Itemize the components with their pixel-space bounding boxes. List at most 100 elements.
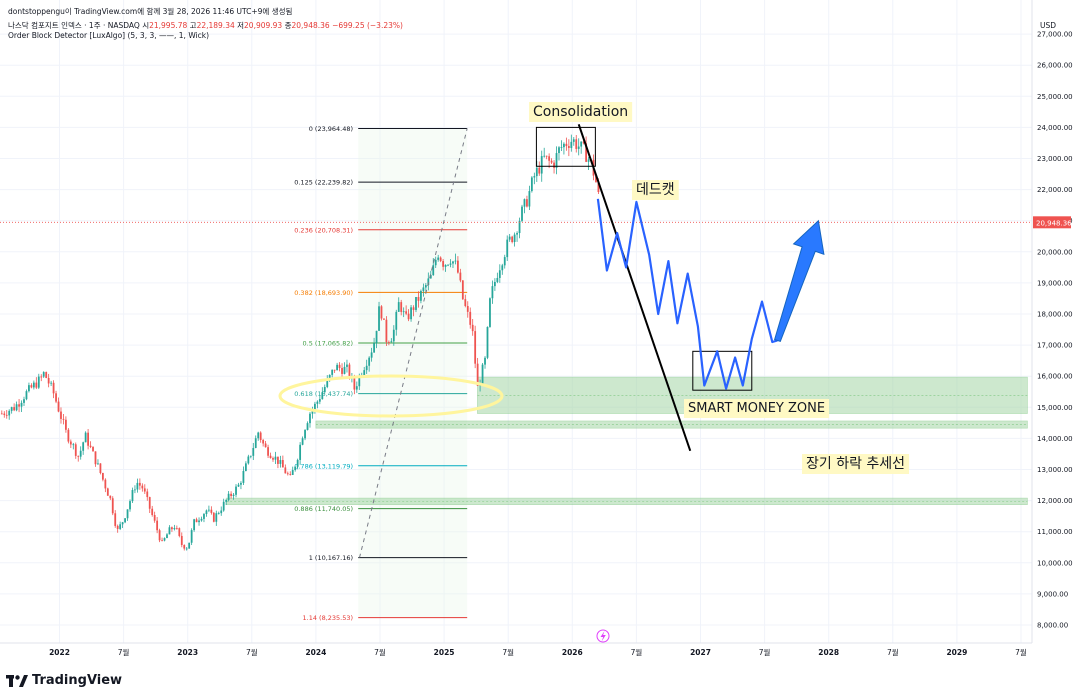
candle-body [222,501,225,511]
candle-body [577,146,580,149]
candle-body [200,518,203,521]
candle-body [141,485,144,489]
candle-body [74,444,77,456]
candle-body [101,473,104,480]
candle-body [94,451,97,465]
candle-body [104,479,107,489]
time-tick-label: 7월 [631,647,643,657]
time-tick-label: 2028 [818,648,839,657]
candle-body [469,311,472,325]
candle-body [410,307,412,320]
candle-body [97,463,99,465]
candle-body [230,493,232,496]
candle-body [124,518,126,523]
candle-body [264,443,267,448]
time-tick-label: 2024 [305,648,326,657]
price-tick-label: 25,000.00 [1037,93,1073,101]
candle-body [148,497,151,509]
candle-body [77,455,80,457]
candle-body [461,280,464,300]
candle-body [277,456,279,464]
candle-body [235,486,237,495]
candle-body [5,414,8,416]
price-tick-label: 10,000.00 [1037,559,1073,567]
candle-body [464,299,467,307]
close-label: 종 [284,21,292,30]
candle-body [395,311,398,330]
candle-body [15,404,18,411]
candle-body [323,387,326,393]
candle-body [111,498,114,514]
price-tick-label: 11,000.00 [1037,528,1073,536]
candle-body [32,382,35,388]
candle-body [185,548,188,550]
candle-body [309,413,311,424]
candle-body [30,385,33,388]
high-value: 22,189.34 [196,21,235,30]
candle-body [92,446,94,452]
candle-body [291,470,294,475]
candle-body [348,364,351,378]
candle-body [249,455,252,457]
candle-body [442,261,445,267]
fib-label: 0.786 (13,119.79) [294,462,353,470]
candle-body [99,463,102,474]
candle-body [375,330,378,344]
candle-body [365,365,368,371]
candle-body [208,509,210,511]
candle-body [42,372,45,377]
price-tick-label: 19,000.00 [1037,279,1073,287]
lightning-bolt [600,631,606,642]
candle-body [429,275,432,279]
candle-body [87,432,89,446]
candle-body [533,176,536,178]
candle-body [526,199,528,207]
candle-body [402,311,405,313]
candle-body [481,364,484,384]
candle-body [486,326,489,358]
candle-body [484,357,486,365]
candle-body [281,460,284,468]
candle-body [18,404,20,407]
candle-body [397,302,400,312]
candle-body [212,512,215,522]
candle-body [89,445,92,447]
dead-cat-label-group: 데드캣 [632,180,679,200]
candle-body [171,527,173,530]
candle-body [553,162,555,168]
candle-body [427,278,430,286]
candle-body [116,525,119,529]
candle-body [55,393,57,402]
projection-path [596,198,778,390]
candle-body [496,277,499,282]
tradingview-logo[interactable]: TradingView [6,673,122,688]
dead-cat-label: 데드캣 [636,182,675,198]
candle-body [109,495,112,499]
candle-body [121,522,124,525]
time-tick-label: 7월 [1015,647,1027,657]
candle-body [459,272,462,281]
candle-body [540,156,543,174]
candle-body [178,528,181,536]
candle-body [106,488,109,496]
trendline-label: 장기 하락 추세선 [806,456,905,472]
low-value: 20,909.93 [244,21,283,30]
candle-body [333,369,336,371]
fib-trend-dashed [359,128,468,558]
candle-body [47,377,50,384]
high-label: 고 [189,21,197,30]
candle-body [62,418,65,420]
price-tick-label: 27,000.00 [1037,31,1073,39]
price-tick-label: 14,000.00 [1037,435,1073,443]
candle-body [326,379,329,388]
candle-body [40,376,43,378]
candle-body [452,261,454,264]
indicator-label[interactable]: Order Block Detector [LuxAlgo] (5, 3, 3,… [8,31,210,40]
candle-body [205,510,208,515]
candle-body [60,411,62,419]
candle-body [523,199,526,207]
price-tick-label: 13,000.00 [1037,466,1073,474]
symbol-label[interactable]: 나스닥 컴포지트 인덱스 · 1주 · NASDAQ [8,21,140,30]
price-tick-label: 18,000.00 [1037,311,1073,319]
